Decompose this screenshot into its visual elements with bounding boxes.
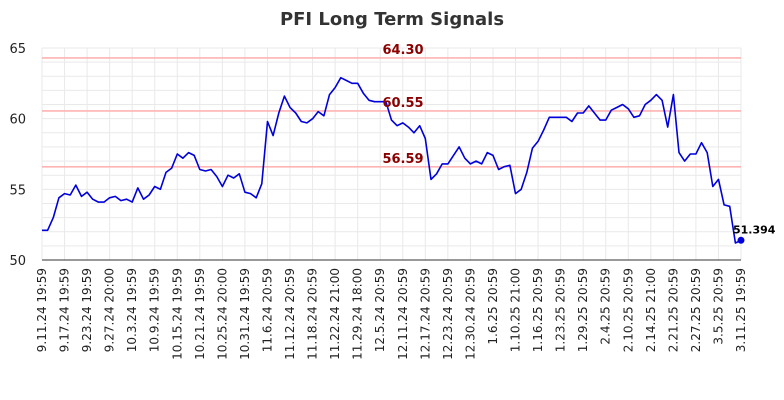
x-tick-label: 12.11.24 20:59 [396,268,410,360]
x-tick-label: 1.6.25 20:59 [486,268,500,345]
x-tick-label: 9.11.24 19:59 [35,268,49,352]
x-tick-label: 1.16.25 20:59 [531,268,545,352]
x-tick-label: 1.29.25 20:59 [576,268,590,352]
x-tick-label: 2.4.25 20:59 [599,268,613,345]
level-label: 64.30 [382,43,423,58]
x-tick-label: 10.15.24 19:59 [170,268,184,360]
x-tick-label: 10.9.24 19:59 [148,268,162,352]
y-tick-label: 50 [9,254,26,269]
x-tick-label: 10.21.24 19:59 [193,268,207,360]
signal-levels [42,57,741,168]
x-tick-label: 11.6.24 20:59 [260,268,274,352]
x-tick-label: 1.10.25 21:00 [509,268,523,352]
annotations: 64.30 60.55 56.59 51.394 [382,43,776,244]
x-tick-label: 2.14.25 21:00 [644,268,658,352]
x-tick-label: 9.17.24 19:59 [58,268,72,352]
last-point-label: 51.394 [733,223,776,236]
x-tick-label: 12.5.24 20:59 [373,268,387,352]
y-tick-label: 65 [9,42,26,57]
last-point-marker [737,236,745,244]
x-tick-label: 12.30.24 20:59 [463,268,477,360]
x-tick-label: 3.11.25 19:59 [734,268,748,352]
x-tick-label: 1.23.25 20:59 [554,268,568,352]
x-tick-label: 10.25.24 20:00 [215,268,229,360]
series-layer [42,76,742,244]
x-tick-label: 11.22.24 21:00 [328,268,342,360]
y-tick-label: 55 [9,183,26,198]
x-tick-label: 3.5.25 20:59 [711,268,725,345]
x-tick-label: 10.31.24 19:59 [238,268,252,360]
grid-lines [41,47,742,261]
x-tick-label: 11.12.24 20:59 [283,268,297,360]
x-tick-label: 2.21.25 20:59 [666,268,680,352]
x-tick-label: 10.3.24 19:59 [125,268,139,352]
x-tick-label: 9.23.24 19:59 [80,268,94,352]
x-tick-label: 9.27.24 20:00 [103,268,117,352]
x-tick-label: 12.17.24 20:59 [418,268,432,360]
series-line [42,76,742,244]
chart-title: PFI Long Term Signals [280,9,504,30]
x-tick-label: 2.10.25 20:59 [621,268,635,352]
x-tick-label: 2.27.25 20:59 [689,268,703,352]
x-tick-label: 11.18.24 20:59 [306,268,320,360]
y-tick-label: 60 [9,113,26,128]
level-label: 56.59 [382,152,423,167]
x-tick-label: 11.29.24 18:00 [351,268,365,360]
level-label: 60.55 [382,96,423,111]
x-axis-ticks: 9.11.24 19:59 9.17.24 19:59 9.23.24 19:59 9… [35,268,748,360]
x-tick-label: 12.23.24 20:59 [441,268,455,360]
y-axis-ticks: 50 55 60 65 [9,42,26,269]
